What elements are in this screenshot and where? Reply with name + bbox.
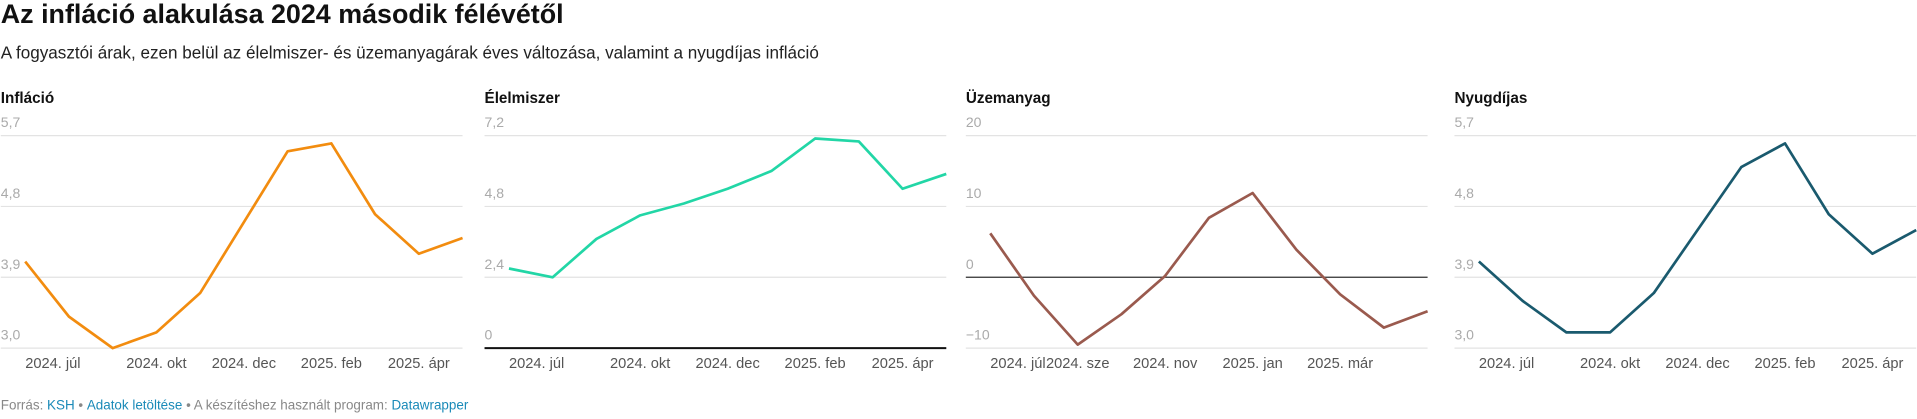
page-title: Az infláció alakulása 2024 második félév… xyxy=(1,0,564,29)
y-tick-label: 3,9 xyxy=(1,256,21,272)
panel-title: Infláció xyxy=(1,90,54,107)
footer-source-label: Forrás: xyxy=(1,397,44,412)
x-tick-label: 2024. júl xyxy=(1479,356,1534,372)
x-tick-label: 2025. ápr xyxy=(872,356,934,372)
panel-title: Nyugdíjas xyxy=(1454,90,1527,107)
x-tick-label: 2024. júl xyxy=(25,356,80,372)
x-tick-label: 2025. már xyxy=(1307,356,1373,372)
y-tick-label: 4,8 xyxy=(485,185,505,201)
panel-title: Üzemanyag xyxy=(966,90,1051,107)
y-tick-label: 4,8 xyxy=(1454,185,1474,201)
y-tick-label: 3,9 xyxy=(1454,256,1474,272)
x-tick-label: 2024. okt xyxy=(126,356,186,372)
page-subtitle: A fogyasztói árak, ezen belül az élelmis… xyxy=(1,43,819,62)
y-tick-label: 4,8 xyxy=(1,185,21,201)
y-tick-label: 3,0 xyxy=(1,327,21,343)
x-tick-label: 2025. jan xyxy=(1223,356,1283,372)
y-tick-label: −10 xyxy=(966,327,990,343)
footer: Forrás: KSH • Adatok letöltése • A készí… xyxy=(1,397,469,412)
series-line xyxy=(989,191,1429,346)
series-line xyxy=(24,142,463,350)
x-tick-label: 2024. júl xyxy=(509,356,564,372)
x-tick-label: 2024. nov xyxy=(1133,356,1198,372)
y-tick-label: 0 xyxy=(966,256,974,272)
x-tick-label: 2025. ápr xyxy=(388,356,450,372)
series-line xyxy=(508,137,947,279)
x-tick-label: 2024. júl xyxy=(990,356,1045,372)
panel-title: Élelmiszer xyxy=(485,90,561,107)
y-tick-label: 2,4 xyxy=(485,256,505,272)
x-tick-label: 2025. feb xyxy=(1754,356,1815,372)
footer-tool[interactable]: Datawrapper xyxy=(391,397,468,412)
y-tick-label: 7,2 xyxy=(485,114,505,130)
series-line xyxy=(1477,142,1917,334)
x-tick-label: 2025. ápr xyxy=(1842,356,1904,372)
y-tick-label: 20 xyxy=(966,114,982,130)
x-tick-label: 2024. okt xyxy=(1580,356,1640,372)
y-tick-label: 0 xyxy=(485,327,493,343)
footer-source[interactable]: KSH xyxy=(47,397,75,412)
x-tick-label: 2025. feb xyxy=(785,356,846,372)
y-tick-label: 10 xyxy=(966,185,982,201)
x-tick-label: 2024. dec xyxy=(212,356,276,372)
footer-tool-label: • A készítéshez használt program: xyxy=(186,397,388,412)
footer-download[interactable]: Adatok letöltése xyxy=(87,397,183,412)
y-tick-label: 3,0 xyxy=(1454,327,1474,343)
y-tick-label: 5,7 xyxy=(1,114,21,130)
x-tick-label: 2025. feb xyxy=(301,356,362,372)
x-tick-label: 2024. okt xyxy=(610,356,670,372)
x-tick-label: 2024. dec xyxy=(1665,356,1729,372)
x-tick-label: 2024. dec xyxy=(695,356,759,372)
y-tick-label: 5,7 xyxy=(1454,114,1474,130)
x-tick-label: 2024. sze xyxy=(1046,356,1110,372)
